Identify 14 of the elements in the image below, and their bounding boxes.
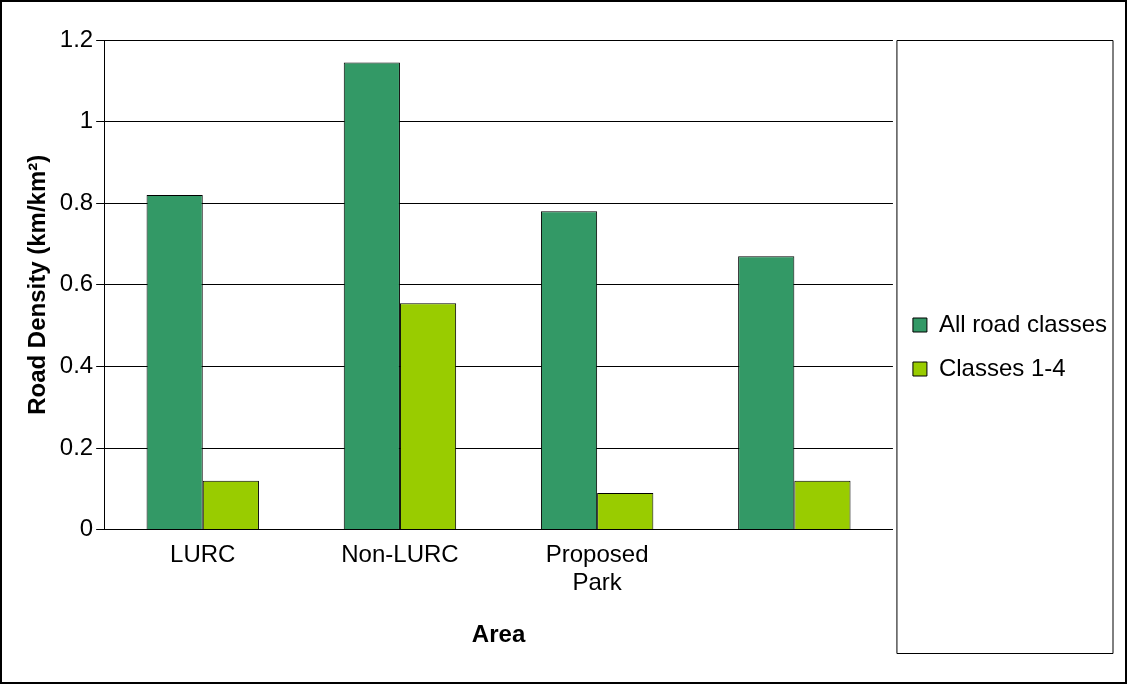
y-tick-label: 1.2 bbox=[59, 24, 94, 52]
x-tick-label: Non-LURC bbox=[341, 539, 459, 567]
legend-label: All road classes bbox=[938, 309, 1108, 337]
y-tick-label: 1 bbox=[79, 106, 94, 134]
y-tick-label: 0.2 bbox=[59, 432, 94, 460]
x-tick-label: Proposed Park bbox=[545, 539, 649, 596]
x-axis-title: Area bbox=[471, 620, 526, 648]
legend-label: Classes 1-4 bbox=[938, 353, 1066, 381]
y-tick-label: 0.4 bbox=[59, 351, 94, 379]
y-tick-label: 0 bbox=[79, 514, 94, 542]
y-axis-title: Road Density (km/km²) bbox=[23, 154, 51, 415]
y-tick-label: 0.8 bbox=[59, 187, 94, 215]
y-tick-label: 0.6 bbox=[59, 269, 94, 297]
x-tick-label: LURC bbox=[170, 539, 236, 567]
